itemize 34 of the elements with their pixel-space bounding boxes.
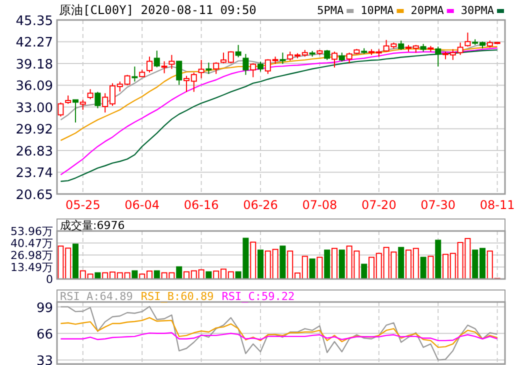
y-tick-label: 36.09 xyxy=(16,79,53,94)
y-tick-label: 66 xyxy=(36,327,53,342)
y-tick-label: 33.00 xyxy=(16,100,53,116)
legend-label: 5PMA xyxy=(317,4,344,17)
series-label: RSI_A:64.89 xyxy=(60,290,133,303)
chart-title: 原油[CL00Y] 2020-08-11 09:50 xyxy=(59,3,256,17)
x-tick-label: 08-11 xyxy=(480,198,515,212)
legend-label: 20PMA xyxy=(410,4,444,17)
x-tick-label: 06-26 xyxy=(243,198,278,212)
y-tick-label: 33 xyxy=(36,354,53,365)
legend-label: 10PMA xyxy=(360,4,394,17)
y-tick-label: 13.49万 xyxy=(10,261,53,274)
y-tick-label: 20.65 xyxy=(16,188,53,203)
y-tick-label: 29.92 xyxy=(16,122,53,138)
y-tick-label: 53.96万 xyxy=(10,225,53,238)
x-tick-label: 05-25 xyxy=(65,198,100,212)
series-label: RSI_B:60.89 xyxy=(140,290,214,303)
x-tick-label: 07-08 xyxy=(302,198,338,212)
legend-label: 30PMA xyxy=(460,4,494,17)
y-tick-label: 99 xyxy=(36,300,53,316)
y-tick-label: 45.35 xyxy=(16,14,53,29)
y-tick-label: 39.18 xyxy=(16,57,53,72)
x-tick-label: 07-20 xyxy=(361,198,396,212)
y-tick-label: 42.27 xyxy=(16,36,53,51)
chart-title: 成交量:6976 xyxy=(60,219,125,232)
x-tick-label: 06-04 xyxy=(124,198,160,212)
y-tick-label: 26.98万 xyxy=(10,249,53,262)
y-tick-label: 40.47万 xyxy=(10,237,53,250)
y-tick-label: 23.74 xyxy=(16,166,53,182)
x-tick-label: 07-30 xyxy=(420,198,456,212)
x-tick-label: 06-16 xyxy=(184,198,219,212)
y-tick-label: 26.83 xyxy=(16,144,53,160)
text: RSI_C:59.22 xyxy=(222,290,295,303)
y-tick-label: 0 xyxy=(46,273,53,286)
